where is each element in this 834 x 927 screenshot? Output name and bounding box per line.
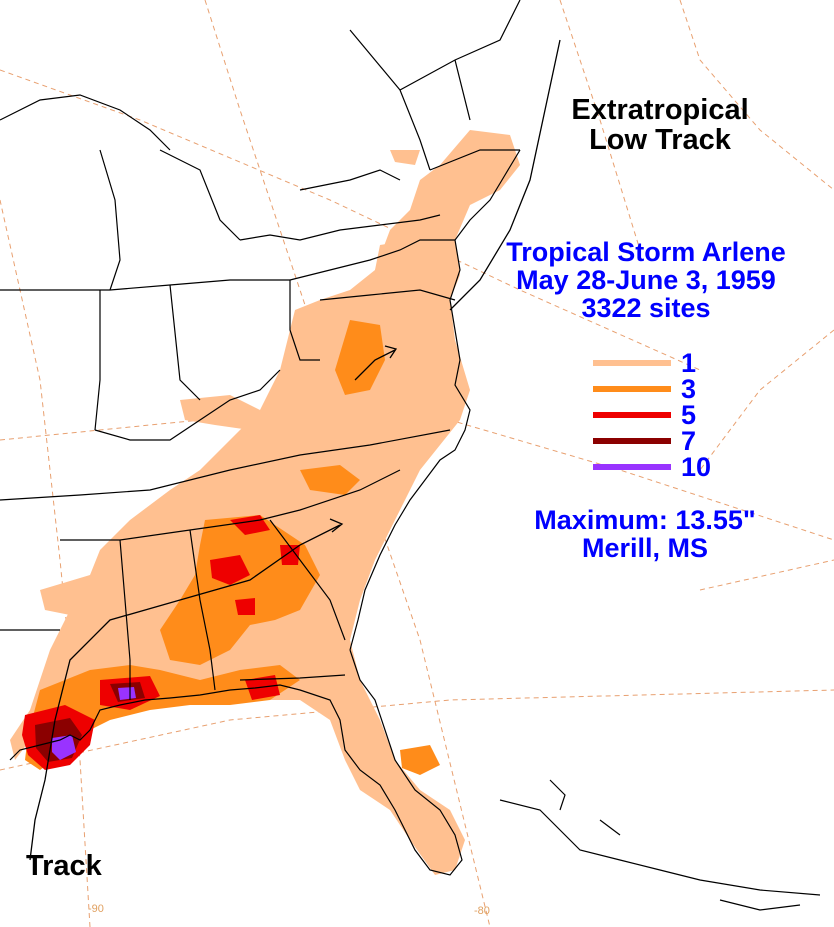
title-line2: May 28-June 3, 1959 <box>516 265 776 295</box>
legend-label: 5 <box>681 400 697 430</box>
maximum-label: Maximum: 13.55" Merill, MS <box>500 506 790 562</box>
title-line1: Tropical Storm Arlene <box>506 237 786 267</box>
legend-label: 10 <box>681 452 712 482</box>
track-label: Track <box>26 850 102 882</box>
legend-label: 3 <box>681 374 697 404</box>
maximum-line1: Maximum: 13.55" <box>534 505 756 535</box>
boundaries <box>0 0 821 911</box>
rain-1-inch <box>10 130 520 875</box>
maximum-line2: Merill, MS <box>581 533 709 563</box>
extratropical-line1: Extratropical <box>571 94 749 126</box>
legend-item: 3 <box>593 374 753 404</box>
map-title: Tropical Storm Arlene May 28-June 3, 195… <box>462 238 830 322</box>
legend-label: 7 <box>681 426 697 456</box>
longitude-label: -90 <box>88 903 104 915</box>
title-line3: 3322 sites <box>581 293 711 323</box>
legend-item: 1 <box>593 348 753 378</box>
rain-3-inch <box>25 320 440 775</box>
legend-item: 10 <box>593 452 753 482</box>
extratropical-line2: Low Track <box>589 124 731 156</box>
rainfall-legend: 1 3 5 7 10 <box>593 348 753 500</box>
longitude-label: -80 <box>474 905 490 917</box>
storm-track <box>29 39 561 861</box>
extratropical-label: Extratropical Low Track <box>540 95 780 155</box>
legend-item: 5 <box>593 400 753 430</box>
legend-swatch <box>593 464 671 470</box>
legend-swatch <box>593 412 671 418</box>
legend-swatch <box>593 360 671 366</box>
legend-swatch <box>593 386 671 392</box>
legend-swatch <box>593 438 671 444</box>
rain-10-inch <box>52 687 136 760</box>
legend-label: 1 <box>681 348 697 378</box>
legend-item: 7 <box>593 426 753 456</box>
